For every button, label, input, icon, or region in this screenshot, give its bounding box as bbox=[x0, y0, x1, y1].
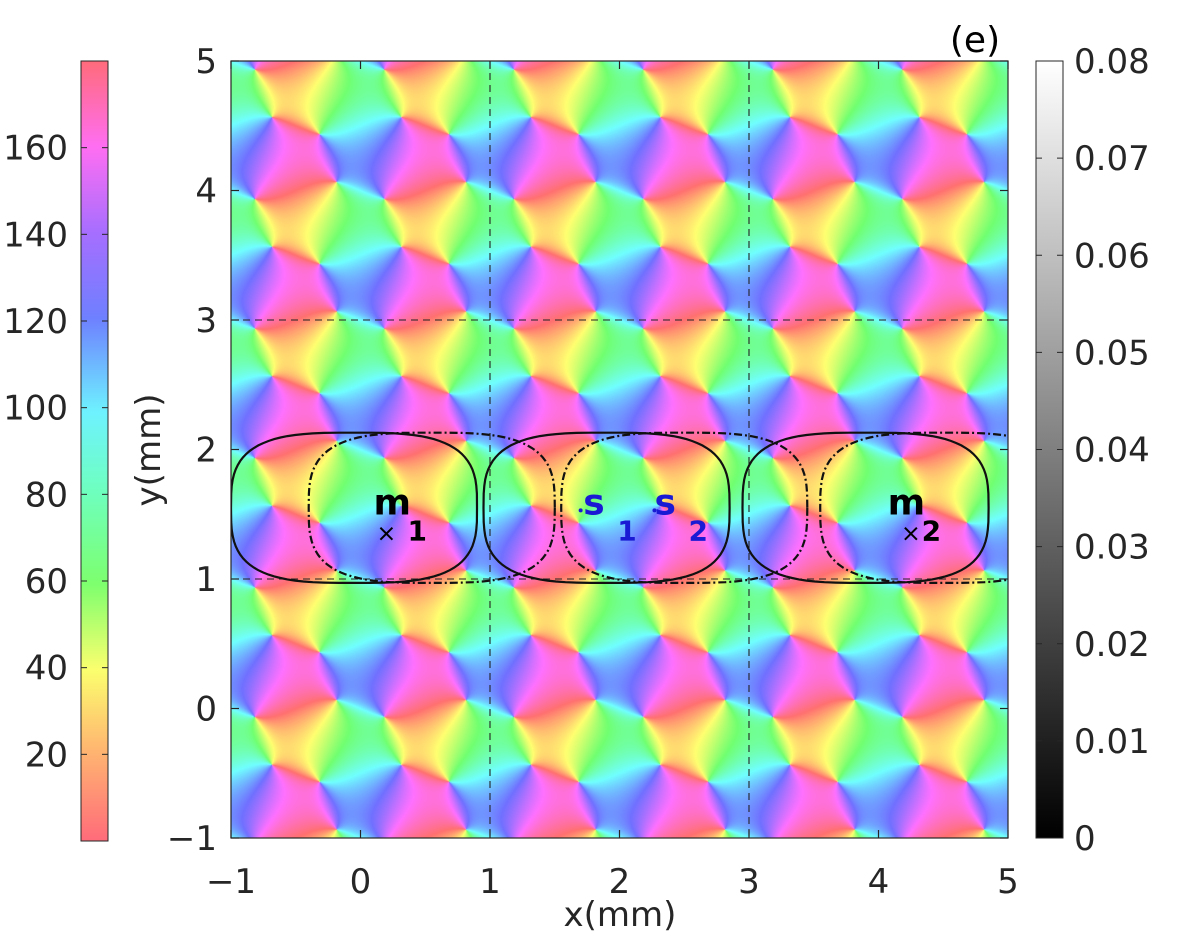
right-colorbar-tick-label: 0.02 bbox=[1074, 625, 1150, 665]
heatmap-field-container bbox=[231, 61, 1008, 838]
contour-dashed-2 bbox=[560, 431, 809, 584]
left-colorbar-tick-label: 120 bbox=[3, 302, 68, 342]
left-colorbar-tick-label: 140 bbox=[3, 215, 68, 255]
y-tick-label: 4 bbox=[195, 172, 217, 212]
left-colorbar-tick-label: 20 bbox=[25, 735, 68, 775]
right-colorbar-tick-label: 0.05 bbox=[1074, 333, 1150, 373]
contour-solid-2 bbox=[482, 431, 731, 584]
x-axis-ticks: −1 0 1 2 3 4 5 bbox=[206, 61, 1019, 902]
left-colorbar-tick-label: 80 bbox=[25, 475, 68, 515]
x-tick-label: 1 bbox=[479, 862, 501, 902]
right-colorbar-ticks: 0 0.01 0.02 0.03 0.04 0.05 0.06 0.07 0.08 bbox=[1036, 42, 1150, 859]
heatmap-field bbox=[231, 61, 1008, 838]
x-tick-label: 3 bbox=[738, 862, 760, 902]
contour-dashed-3 bbox=[819, 431, 1008, 584]
right-colorbar-tick-label: 0.04 bbox=[1074, 431, 1150, 471]
marker-cross-m2 bbox=[904, 526, 918, 541]
x-tick-label: 4 bbox=[868, 862, 890, 902]
marker-dot-s2 bbox=[652, 508, 657, 513]
y-axis-title: y(mm) bbox=[129, 394, 169, 507]
y-axis-ticks: −1 0 1 2 3 4 5 bbox=[167, 42, 1008, 859]
right-colorbar-tick-label: 0.07 bbox=[1074, 139, 1150, 179]
marker-sublabel-s2: 2 bbox=[688, 514, 707, 547]
marker-label-s2: s bbox=[654, 482, 675, 523]
marker-cross-m1 bbox=[379, 526, 394, 541]
left-colorbar: 20 40 60 80 100 120 140 160 bbox=[3, 60, 109, 842]
right-colorbar: 0 0.01 0.02 0.03 0.04 0.05 0.06 0.07 0.08 bbox=[1035, 42, 1150, 859]
right-colorbar-tick-label: 0.03 bbox=[1074, 528, 1150, 568]
left-colorbar-tick-label: 60 bbox=[25, 562, 68, 602]
panel-label: (e) bbox=[950, 20, 1000, 61]
x-axis-title: x(mm) bbox=[564, 895, 677, 934]
marker-label-m1: m bbox=[373, 482, 411, 523]
y-tick-label: 2 bbox=[195, 431, 217, 471]
marker-sublabel-m2: 2 bbox=[922, 514, 941, 547]
marker-sublabel-s1: 1 bbox=[617, 514, 636, 547]
contour-solid-1 bbox=[231, 431, 479, 584]
contour-group bbox=[231, 431, 1008, 584]
marker-dot-s1 bbox=[578, 508, 583, 513]
right-colorbar-tick-label: 0.01 bbox=[1074, 722, 1150, 762]
left-colorbar-tick-label: 40 bbox=[25, 649, 68, 689]
y-tick-label: 3 bbox=[195, 301, 217, 341]
marker-sublabel-m1: 1 bbox=[407, 514, 426, 547]
right-colorbar-tick-label: 0 bbox=[1074, 819, 1096, 859]
marker-label-s1: s bbox=[583, 482, 604, 523]
contour-solid-3 bbox=[741, 431, 990, 584]
marker-label-m2: m bbox=[888, 482, 926, 523]
right-colorbar-tick-label: 0.08 bbox=[1074, 42, 1150, 82]
contour-dashed-1 bbox=[307, 431, 556, 584]
x-tick-label: −1 bbox=[206, 862, 256, 902]
right-colorbar-tick-label: 0.06 bbox=[1074, 236, 1150, 276]
x-tick-label: 2 bbox=[609, 862, 631, 902]
left-colorbar-tick-label: 100 bbox=[3, 389, 68, 429]
left-colorbar-bar bbox=[80, 60, 109, 842]
y-tick-label: 1 bbox=[195, 560, 217, 600]
x-tick-label: 5 bbox=[997, 862, 1019, 902]
y-tick-label: 0 bbox=[195, 690, 217, 730]
y-tick-label: −1 bbox=[167, 819, 217, 859]
left-colorbar-ticks: 20 40 60 80 100 120 140 160 bbox=[3, 129, 108, 775]
x-tick-label: 0 bbox=[350, 862, 372, 902]
y-tick-label: 5 bbox=[195, 42, 217, 82]
left-colorbar-tick-label: 160 bbox=[3, 129, 68, 169]
